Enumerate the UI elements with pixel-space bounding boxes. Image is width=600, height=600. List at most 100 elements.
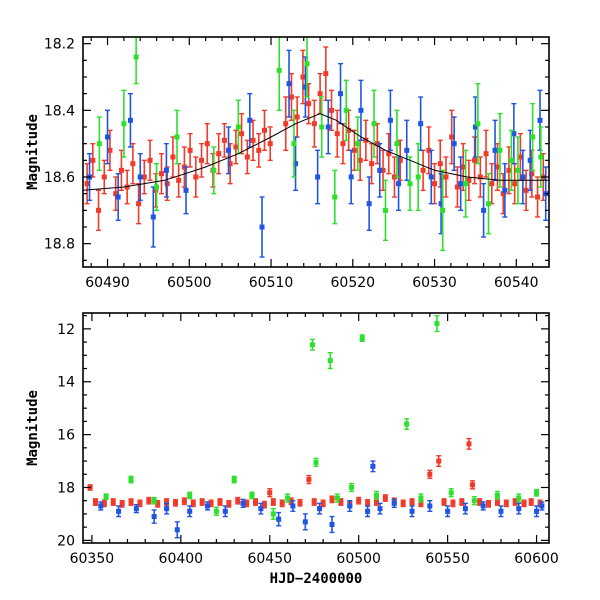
y-tick-label: 12 bbox=[57, 322, 75, 338]
point-marker bbox=[317, 506, 323, 512]
point-marker bbox=[346, 127, 352, 133]
point-marker bbox=[377, 506, 383, 512]
bottom-point-green-20 bbox=[471, 496, 477, 506]
point-marker bbox=[483, 151, 489, 157]
x-tick-label: 60550 bbox=[425, 551, 470, 567]
bottom-point-green-10 bbox=[313, 457, 319, 468]
point-marker bbox=[418, 495, 424, 501]
point-marker bbox=[127, 117, 133, 123]
top-point-blue-11 bbox=[286, 49, 292, 118]
point-marker bbox=[154, 184, 160, 190]
point-marker bbox=[434, 321, 440, 327]
top-point-blue-36 bbox=[537, 89, 543, 152]
top-point-blue-16 bbox=[338, 62, 344, 125]
top-point-green-4 bbox=[174, 109, 180, 165]
top-point-blue-6 bbox=[163, 142, 169, 198]
point-marker bbox=[445, 508, 451, 514]
point-marker bbox=[103, 494, 109, 500]
bottom-point-blue-0 bbox=[98, 501, 104, 511]
point-marker bbox=[323, 71, 329, 77]
point-marker bbox=[276, 516, 282, 522]
bottom-point-red-45 bbox=[466, 437, 472, 450]
bottom-point-red-22 bbox=[270, 498, 276, 506]
point-marker bbox=[147, 157, 153, 163]
bottom-point-blue-27 bbox=[516, 502, 522, 515]
point-marker bbox=[477, 499, 483, 505]
bottom-point-green-11 bbox=[327, 351, 333, 370]
point-marker bbox=[235, 498, 241, 504]
point-marker bbox=[377, 167, 383, 173]
top-point-blue-5 bbox=[150, 186, 156, 248]
bottom-point-blue-28 bbox=[534, 505, 540, 518]
top-point-blue-15 bbox=[325, 99, 331, 155]
point-marker bbox=[227, 161, 233, 167]
point-marker bbox=[216, 151, 222, 157]
bottom-point-red-4 bbox=[119, 500, 125, 508]
top-panel-data-points bbox=[84, 37, 549, 258]
point-marker bbox=[506, 167, 512, 173]
bottom-panel-ticks: 60350 60400 60450 60500 60550 60600 12 14 16 18 20 bbox=[57, 313, 559, 567]
point-marker bbox=[170, 154, 176, 160]
point-marker bbox=[537, 117, 543, 123]
point-marker bbox=[98, 503, 104, 509]
point-marker bbox=[492, 147, 498, 153]
bottom-point-blue-16 bbox=[347, 500, 353, 512]
point-marker bbox=[164, 506, 170, 512]
point-marker bbox=[187, 508, 193, 514]
bottom-point-green-16 bbox=[404, 418, 410, 431]
point-marker bbox=[427, 471, 433, 477]
point-marker bbox=[267, 141, 273, 147]
point-marker bbox=[512, 181, 518, 187]
top-point-red-74 bbox=[535, 176, 541, 218]
point-marker bbox=[317, 91, 323, 97]
point-marker bbox=[470, 482, 476, 488]
point-marker bbox=[84, 181, 90, 187]
top-point-green-13 bbox=[355, 116, 361, 172]
y-tick-label: 20 bbox=[57, 533, 75, 549]
point-marker bbox=[502, 187, 508, 193]
bottom-point-blue-26 bbox=[498, 505, 504, 518]
point-marker bbox=[349, 484, 355, 490]
bottom-panel-frame bbox=[82, 312, 550, 544]
x-tick-label: 60500 bbox=[336, 551, 381, 567]
top-point-green-14 bbox=[371, 89, 377, 158]
bottom-point-green-3 bbox=[187, 491, 193, 500]
y-tick-label: 18.6 bbox=[44, 170, 75, 186]
point-marker bbox=[121, 121, 127, 127]
bottom-point-blue-11 bbox=[276, 511, 282, 527]
bottom-point-green-6 bbox=[249, 491, 255, 500]
point-marker bbox=[240, 500, 246, 506]
top-point-red-30 bbox=[256, 132, 262, 168]
bottom-point-blue-22 bbox=[427, 500, 433, 512]
y-tick-label: 14 bbox=[57, 375, 75, 391]
point-marker bbox=[101, 174, 107, 180]
top-point-red-13 bbox=[158, 152, 164, 195]
point-marker bbox=[382, 495, 388, 501]
point-marker bbox=[494, 499, 500, 505]
x-tick-label: 60490 bbox=[85, 275, 130, 291]
point-marker bbox=[486, 201, 492, 207]
point-marker bbox=[481, 207, 487, 213]
point-marker bbox=[440, 207, 446, 213]
top-point-red-41 bbox=[329, 89, 335, 132]
bottom-point-green-8 bbox=[285, 493, 291, 503]
point-marker bbox=[355, 141, 361, 147]
x-tick-label: 60450 bbox=[247, 551, 292, 567]
point-marker bbox=[258, 506, 264, 512]
point-marker bbox=[391, 500, 397, 506]
point-marker bbox=[386, 151, 392, 157]
top-point-blue-3 bbox=[127, 92, 133, 148]
point-marker bbox=[158, 171, 164, 177]
top-point-red-18 bbox=[187, 132, 193, 168]
bottom-point-blue-24 bbox=[462, 502, 468, 515]
point-marker bbox=[472, 124, 478, 130]
bottom-point-blue-12 bbox=[290, 500, 296, 512]
top-point-green-22 bbox=[486, 172, 492, 235]
bottom-point-blue-2 bbox=[133, 503, 139, 514]
point-marker bbox=[244, 154, 250, 160]
top-point-green-11 bbox=[332, 169, 338, 225]
point-marker bbox=[409, 499, 415, 505]
top-point-red-19 bbox=[193, 156, 199, 198]
point-marker bbox=[415, 174, 421, 180]
point-marker bbox=[454, 184, 460, 190]
